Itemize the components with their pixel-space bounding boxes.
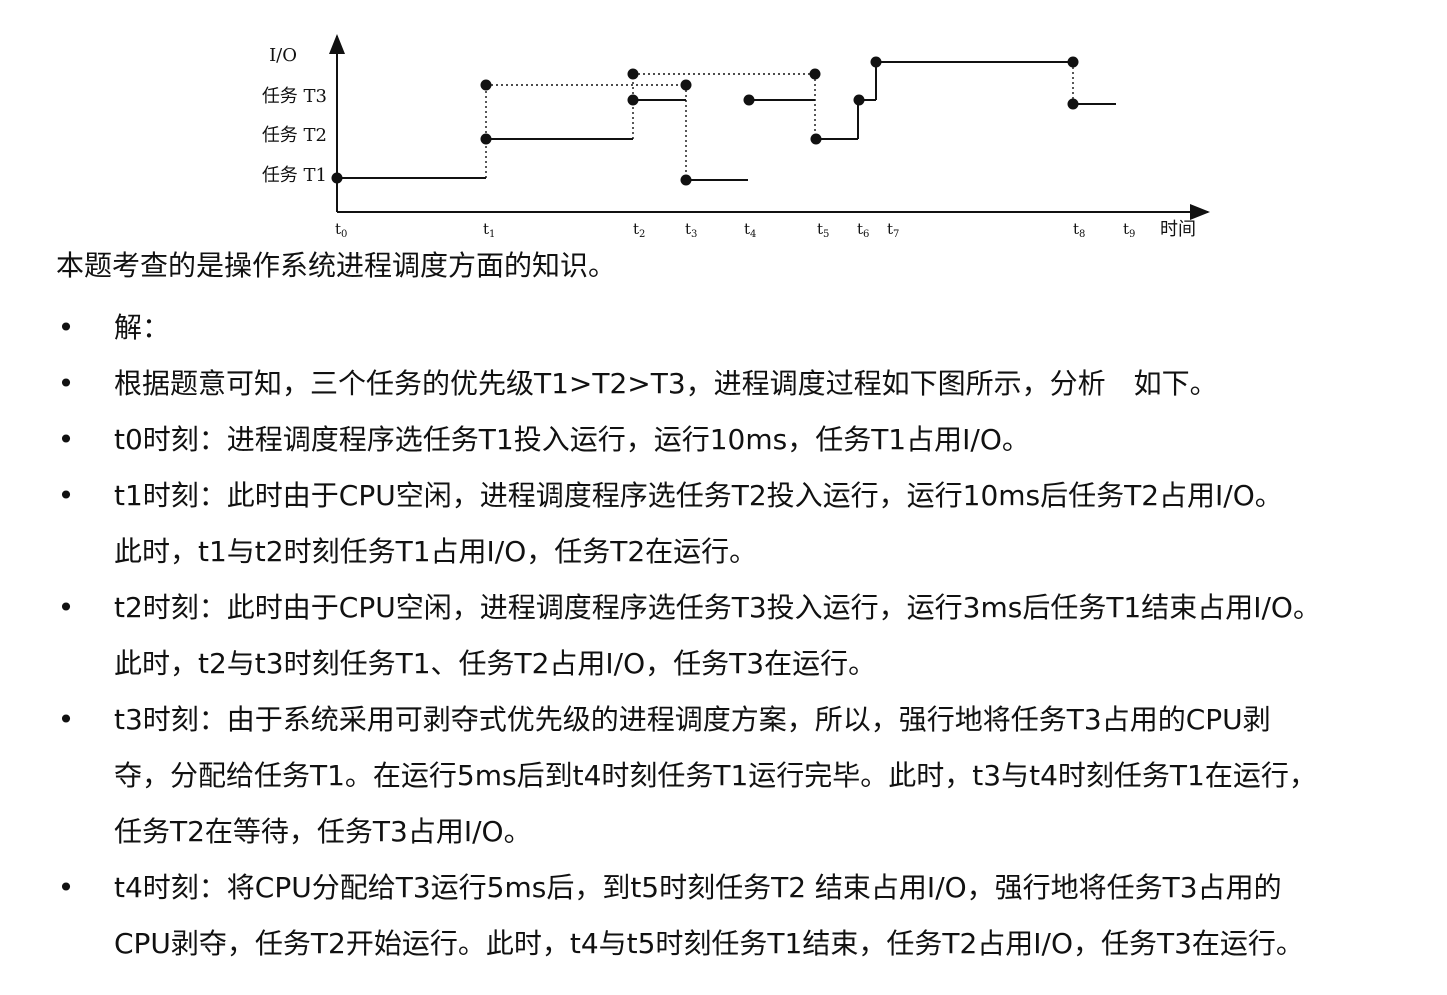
x-label-t7: t7 [887, 220, 899, 240]
x-axis-ticks: t0 t1 t2 t3 t4 t5 t6 t7 t8 t9 [335, 220, 1135, 240]
x-label-t1: t1 [483, 220, 495, 240]
scheduling-timing-diagram: I/O 任务 T3 任务 T2 任务 T1 t0 t1 t2 t3 t4 t5 … [262, 34, 1210, 240]
event-dot [743, 94, 755, 106]
x-label-t2: t2 [633, 220, 645, 240]
x-label-t6: t6 [857, 220, 869, 240]
bullet-icon: • [57, 703, 75, 736]
solid-lines [337, 61, 1116, 181]
intro-text: 本题考查的是操作系统进程调度方面的知识。 [56, 249, 617, 282]
list-item-text: t0时刻：进程调度程序选任务T1投入运行，运行10ms，任务T1占用I/O。 [114, 423, 1030, 456]
list-item: • t3时刻：由于系统采用可剥夺式优先级的进程调度方案，所以，强行地将任务T3占用… [56, 692, 1426, 860]
event-dot [680, 174, 692, 186]
dotted-lines [485, 62, 1074, 180]
bullet-icon: • [57, 871, 75, 904]
event-dot [627, 94, 639, 106]
event-dot [480, 79, 492, 91]
event-dot [680, 79, 692, 91]
bullet-icon: • [57, 479, 75, 512]
x-label-t5: t5 [817, 220, 829, 240]
list-item: • t0时刻：进程调度程序选任务T1投入运行，运行10ms，任务T1占用I/O。 [56, 412, 1426, 468]
event-dot [809, 68, 821, 80]
x-label-t0: t0 [335, 220, 347, 240]
x-label-t9: t9 [1123, 220, 1135, 240]
list-item-text: t1时刻：此时由于CPU空闲，进程调度程序选任务T2投入运行，运行10ms后任务… [114, 479, 1283, 568]
event-dot [627, 68, 639, 80]
explanation-list: • 解： • 根据题意可知，三个任务的优先级T1>T2>T3，进程调度过程如下图所示… [56, 300, 1426, 972]
event-dot [480, 133, 492, 145]
event-dots [331, 56, 1079, 186]
event-dot [1067, 56, 1079, 68]
event-dot [1067, 98, 1079, 110]
list-item-text: t4时刻：将CPU分配给T3运行5ms后，到t5时刻任务T2 结束占用I/O，强… [114, 871, 1304, 960]
list-item: • t2时刻：此时由于CPU空闲，进程调度程序选任务T3投入运行，运行3ms后任务… [56, 580, 1426, 692]
x-label-t8: t8 [1073, 220, 1085, 240]
y-label-io: I/O [269, 45, 297, 66]
list-item-text: 解： [114, 311, 171, 344]
event-dot [870, 56, 882, 68]
list-item: • t1时刻：此时由于CPU空闲，进程调度程序选任务T2投入运行，运行10ms后任… [56, 468, 1426, 580]
x-label-t4: t4 [744, 220, 756, 240]
list-item-text: 根据题意可知，三个任务的优先级T1>T2>T3，进程调度过程如下图所示，分析 如… [114, 367, 1218, 400]
event-dot [331, 172, 343, 184]
list-item-text: t3时刻：由于系统采用可剥夺式优先级的进程调度方案，所以，强行地将任务T3占用的… [114, 703, 1317, 848]
list-item: • 解： [56, 300, 1426, 356]
list-item: • t4时刻：将CPU分配给T3运行5ms后，到t5时刻任务T2 结束占用I/O，… [56, 860, 1426, 972]
bullet-icon: • [57, 423, 75, 456]
bullet-icon: • [57, 591, 75, 624]
list-item-text: t2时刻：此时由于CPU空闲，进程调度程序选任务T3投入运行，运行3ms后任务T… [114, 591, 1321, 680]
x-label-t3: t3 [685, 220, 697, 240]
event-dot [853, 94, 865, 106]
event-dot [810, 133, 822, 145]
y-label-t3: 任务 T3 [262, 86, 327, 107]
bullet-icon: • [57, 311, 75, 344]
bullet-icon: • [57, 367, 75, 400]
y-label-t1: 任务 T1 [262, 165, 327, 186]
list-item: • 根据题意可知，三个任务的优先级T1>T2>T3，进程调度过程如下图所示，分析 … [56, 356, 1426, 412]
y-label-t2: 任务 T2 [262, 125, 327, 146]
x-axis-unit: 时间 [1160, 219, 1196, 240]
